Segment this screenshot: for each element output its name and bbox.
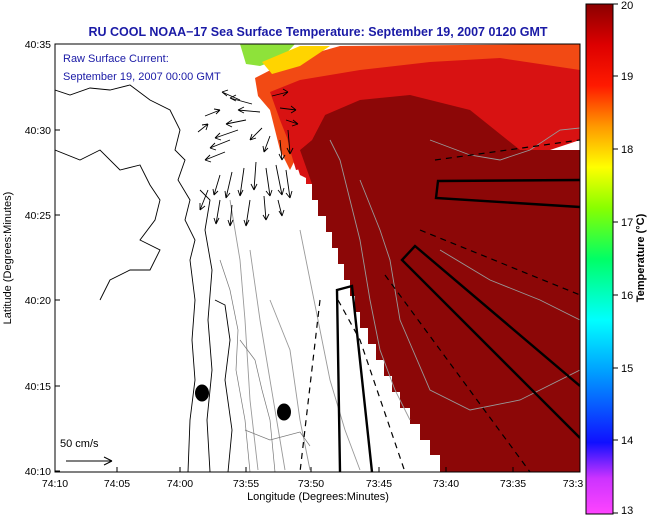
bathymetry-contours bbox=[229, 127, 580, 471]
station-marker bbox=[277, 403, 291, 421]
y-tick-label: 40:25 bbox=[25, 210, 51, 222]
x-tick-label: 74:00 bbox=[167, 478, 193, 490]
y-tick-label: 40:20 bbox=[25, 295, 51, 307]
shoal-contours bbox=[219, 259, 311, 472]
colorbar-label: Temperature (°C) bbox=[635, 213, 647, 302]
plot-frame bbox=[54, 43, 581, 473]
y-axis: 40:35 40:30 40:25 40:20 40:15 40:10 Lati… bbox=[2, 39, 60, 478]
transect-lines bbox=[299, 139, 580, 472]
glider-box-east bbox=[400, 244, 580, 439]
transect-dashed bbox=[337, 299, 406, 472]
transect-dashed bbox=[384, 274, 531, 472]
surface-current-vectors bbox=[197, 88, 299, 227]
sst-yellow-patch bbox=[262, 46, 330, 74]
current-note-line2: September 19, 2007 00:00 GMT bbox=[63, 71, 221, 83]
x-tick-label: 73:35 bbox=[500, 478, 526, 490]
colorbar-tick: 19 bbox=[621, 71, 633, 83]
colorbar-tick: 17 bbox=[621, 217, 633, 229]
colorbar-tick: 20 bbox=[621, 0, 633, 12]
station-marker bbox=[195, 384, 209, 402]
y-tick-label: 40:10 bbox=[25, 466, 51, 478]
x-tick-label: 73:3 bbox=[563, 478, 584, 490]
x-tick-label: 73:55 bbox=[233, 478, 259, 490]
current-note-line1: Raw Surface Current: bbox=[63, 53, 169, 65]
map-title: RU COOL NOAA−17 Sea Surface Temperature:… bbox=[88, 25, 547, 39]
coastline bbox=[55, 84, 233, 472]
x-tick-label: 74:10 bbox=[42, 478, 68, 490]
y-axis-label: Latitude (Degrees:Minutes) bbox=[2, 192, 14, 325]
colorbar-tick: 13 bbox=[621, 505, 633, 517]
colorbar-tick: 15 bbox=[621, 363, 633, 375]
x-axis: 74:10 74:05 74:00 73:55 73:50 73:45 73:4… bbox=[42, 467, 584, 503]
sst-warm-core bbox=[300, 95, 580, 472]
y-tick-label: 40:35 bbox=[25, 39, 51, 51]
glider-box-north bbox=[434, 178, 580, 209]
x-tick-label: 73:40 bbox=[433, 478, 459, 490]
glider-box-south bbox=[335, 284, 374, 472]
plot-area: Raw Surface Current: September 19, 2007 … bbox=[54, 43, 581, 473]
x-tick-label: 74:05 bbox=[104, 478, 130, 490]
transect-dashed bbox=[299, 299, 321, 472]
colorbar-gradient bbox=[585, 3, 614, 515]
colorbar-tick: 14 bbox=[621, 435, 633, 447]
x-axis-label: Longitude (Degrees:Minutes) bbox=[247, 491, 389, 503]
scale-arrow-label: 50 cm/s bbox=[60, 438, 99, 450]
sst-stepped-edge bbox=[285, 115, 325, 184]
sst-green-patch bbox=[240, 44, 295, 66]
colorbar-tick: 18 bbox=[621, 144, 633, 156]
y-tick-label: 40:15 bbox=[25, 381, 51, 393]
x-tick-label: 73:50 bbox=[298, 478, 324, 490]
scale-arrow bbox=[66, 456, 113, 466]
transect-dashed bbox=[434, 139, 580, 161]
transect-dashed bbox=[419, 229, 580, 296]
y-tick-label: 40:30 bbox=[25, 125, 51, 137]
x-tick-label: 73:45 bbox=[366, 478, 392, 490]
colorbar: 20 19 18 17 16 15 14 13 Temperature (°C) bbox=[585, 0, 647, 517]
colorbar-tick: 16 bbox=[621, 290, 633, 302]
